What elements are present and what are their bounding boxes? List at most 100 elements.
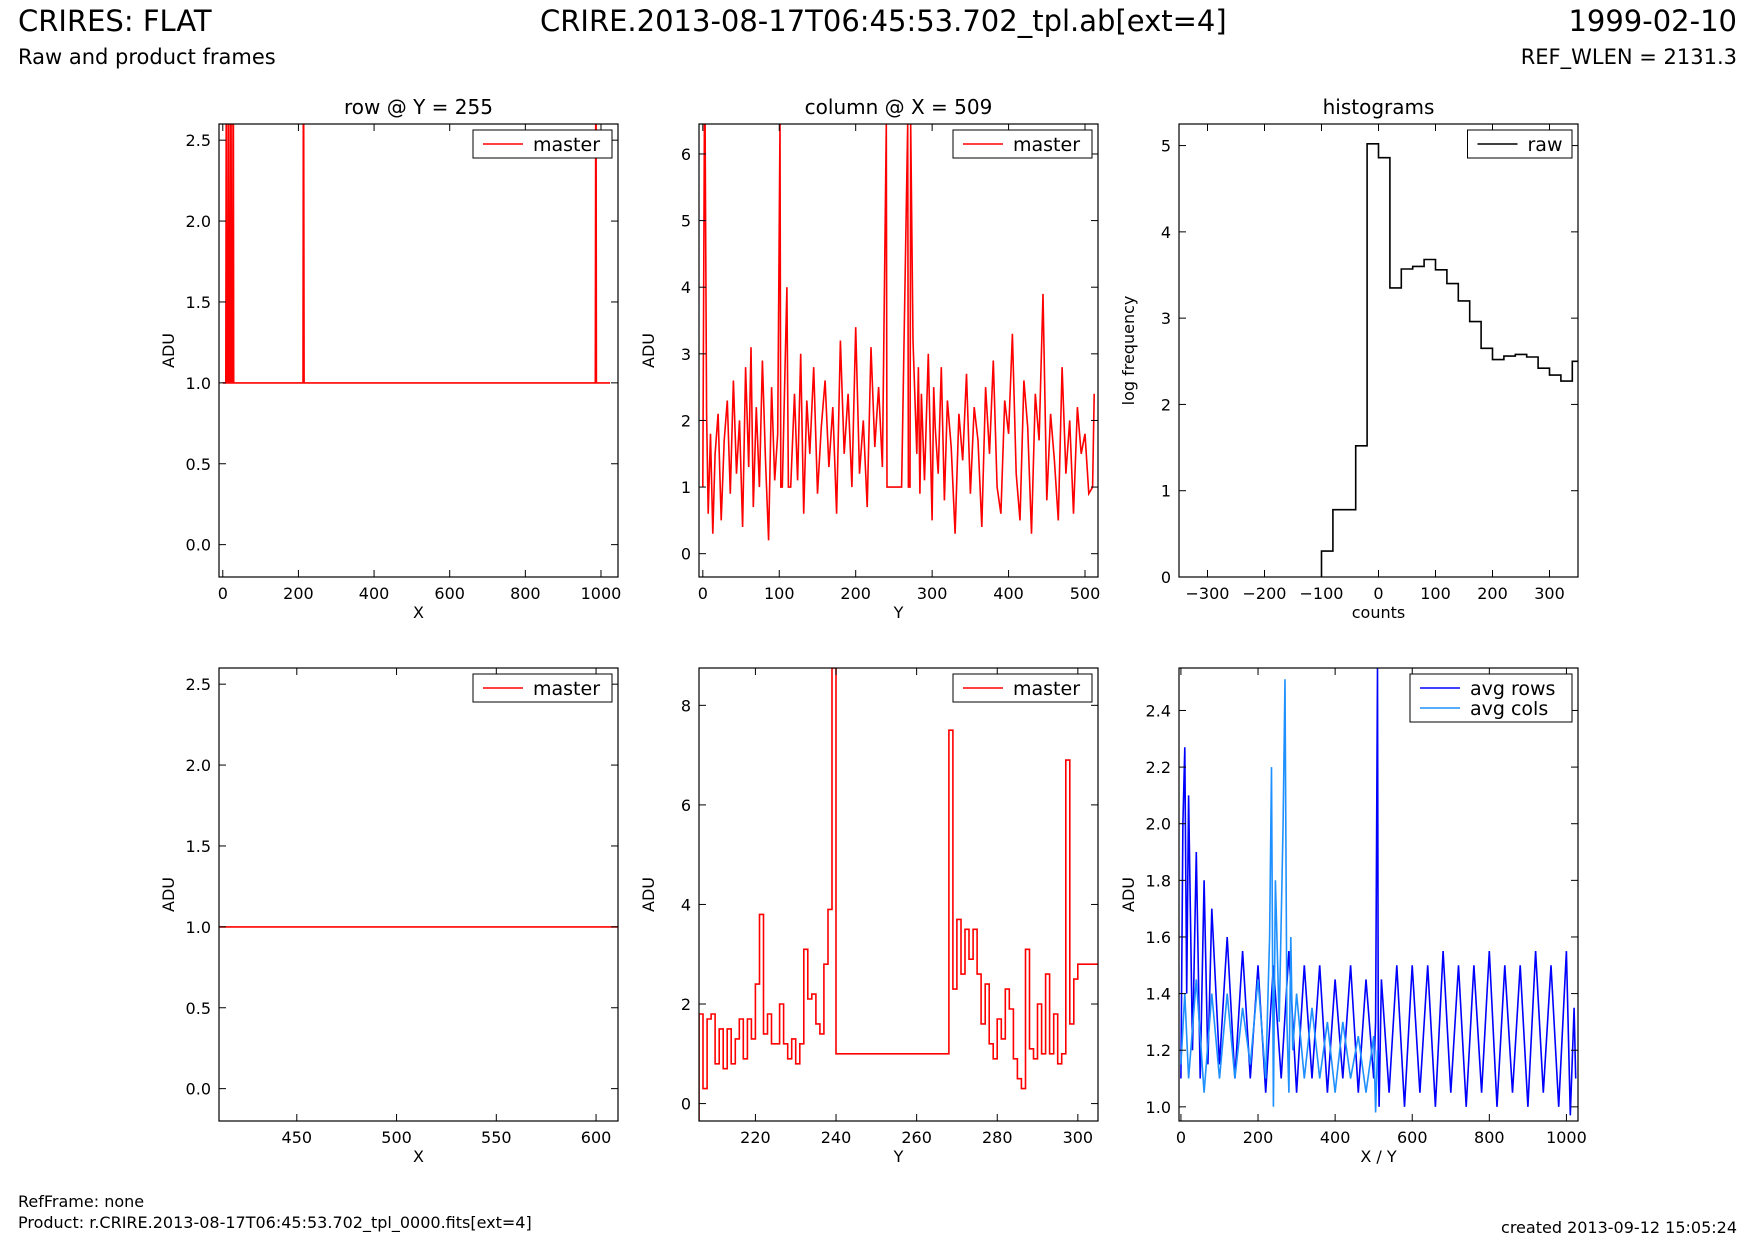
y-tick-label: 2.5: [186, 131, 211, 150]
y-axis-label: log frequency: [1119, 296, 1138, 406]
page-title: CRIRES: FLAT: [18, 4, 212, 38]
plot-frame: [1178, 123, 1579, 578]
y-tick-label: 1.6: [1146, 928, 1171, 947]
chart-histogram: −300 −200 −100 0 100 200 300 0 1 2 3 4 5 histograms co…: [1119, 95, 1579, 622]
y-tick-label: 2.4: [1146, 701, 1171, 720]
plot-frame: [698, 123, 1099, 578]
x-tick-label: 400: [993, 584, 1024, 603]
y-tick-label: 2: [681, 995, 691, 1014]
legend-label: master: [533, 678, 600, 700]
x-tick-label: 300: [1534, 584, 1565, 603]
y-tick-label: 1.5: [186, 837, 211, 856]
x-tick-label: 500: [1070, 584, 1101, 603]
y-tick-label: 4: [1161, 223, 1171, 242]
series-line-raw: [1320, 143, 1578, 577]
y-tick-label: 6: [681, 796, 691, 815]
y-tick-label: 1.4: [1146, 985, 1171, 1004]
file-title: CRIRE.2013-08-17T06:45:53.702_tpl.ab[ext…: [540, 4, 1227, 38]
legend-label: raw: [1528, 134, 1563, 156]
y-tick-label: 0: [681, 1095, 691, 1114]
plot-frame: [218, 123, 619, 578]
page-subtitle: Raw and product frames: [18, 45, 276, 69]
x-tick-label: 800: [510, 584, 541, 603]
legend-label: master: [533, 134, 600, 156]
chart-column-full: 0 100 200 300 400 500 0 1 2 3 4 5 6 column @ X = 509 Y…: [639, 95, 1100, 622]
x-tick-label: 100: [1420, 584, 1451, 603]
y-tick-label: 4: [681, 895, 691, 914]
y-tick-label: 6: [681, 145, 691, 164]
ref-wlen-label: REF_WLEN = 2131.3: [1520, 45, 1737, 69]
product-label: Product: r.CRIRE.2013-08-17T06:45:53.702…: [18, 1213, 532, 1232]
x-tick-label: 0: [1373, 584, 1383, 603]
x-tick-label: 220: [740, 1128, 771, 1147]
x-tick-label: 0: [698, 584, 708, 603]
y-axis-label: ADU: [159, 333, 178, 368]
y-tick-label: 2.0: [186, 756, 211, 775]
y-tick-label: 3: [1161, 309, 1171, 328]
y-tick-label: 2.2: [1146, 758, 1171, 777]
chart-title: histograms: [1323, 95, 1435, 119]
x-tick-label: −200: [1243, 584, 1287, 603]
y-tick-label: 1.0: [186, 374, 211, 393]
plot-frame: [218, 667, 619, 1122]
x-tick-label: 450: [282, 1128, 313, 1147]
y-tick-label: 1.8: [1146, 871, 1171, 890]
x-tick-label: −300: [1186, 584, 1230, 603]
x-tick-label: 500: [381, 1128, 412, 1147]
y-tick-label: 0.0: [186, 1080, 211, 1099]
refframe-label: RefFrame: none: [18, 1192, 145, 1211]
y-axis-label: ADU: [159, 877, 178, 912]
x-axis-label: Y: [893, 1147, 904, 1166]
x-tick-label: 1000: [1546, 1128, 1587, 1147]
x-tick-label: 260: [901, 1128, 932, 1147]
y-tick-label: 2.0: [186, 212, 211, 231]
y-tick-label: 0: [681, 545, 691, 564]
chart-row-zoom: 450 500 550 600 0.0 0.5 1.0 1.5 2.0 2.5 X ADU master: [159, 667, 619, 1166]
y-tick-label: 2: [1161, 395, 1171, 414]
x-tick-label: 1000: [581, 584, 622, 603]
y-tick-label: 1: [681, 478, 691, 497]
plot-frame: [1178, 667, 1579, 1122]
x-tick-label: 200: [283, 584, 314, 603]
legend-label: avg rows: [1470, 678, 1555, 700]
y-tick-label: 5: [1161, 137, 1171, 156]
plot-frame: [698, 667, 1099, 1122]
y-tick-label: 4: [681, 278, 691, 297]
series-line-master: [701, 124, 1095, 541]
chart-averages: 0 200 400 600 800 1000 1.0 1.2 1.4 1.6 1.8 2.0 2.2 2.…: [1119, 667, 1587, 1166]
y-tick-label: 2.5: [186, 675, 211, 694]
x-tick-label: 600: [1397, 1128, 1428, 1147]
y-tick-label: 0: [1161, 568, 1171, 587]
x-tick-label: 800: [1474, 1128, 1505, 1147]
x-tick-label: 0: [218, 584, 228, 603]
y-tick-label: 1.5: [186, 293, 211, 312]
y-axis-label: ADU: [639, 877, 658, 912]
y-tick-label: 1.2: [1146, 1041, 1171, 1060]
series-line-avg-rows: [1180, 668, 1577, 1116]
y-tick-label: 1.0: [1146, 1098, 1171, 1117]
chart-title: column @ X = 509: [805, 95, 993, 119]
x-tick-label: 300: [917, 584, 948, 603]
x-tick-label: 200: [840, 584, 871, 603]
x-tick-label: 400: [359, 584, 390, 603]
x-tick-label: 400: [1320, 1128, 1351, 1147]
y-tick-label: 1: [1161, 482, 1171, 501]
series-line-master: [222, 124, 611, 384]
series-line-master: [699, 668, 1098, 1121]
x-tick-label: 0: [1176, 1128, 1186, 1147]
x-tick-label: −100: [1300, 584, 1344, 603]
y-axis-label: ADU: [639, 333, 658, 368]
y-tick-label: 2: [681, 411, 691, 430]
x-tick-label: 280: [982, 1128, 1013, 1147]
y-tick-label: 0.5: [186, 455, 211, 474]
y-tick-label: 5: [681, 212, 691, 231]
chart-row-full: 0 200 400 600 800 1000 0.0 0.5 1.0 1.5 2.0 2.5 row @…: [159, 95, 621, 622]
x-tick-label: 240: [821, 1128, 852, 1147]
y-tick-label: 0.5: [186, 999, 211, 1018]
x-axis-label: Y: [893, 603, 904, 622]
x-tick-label: 200: [1243, 1128, 1274, 1147]
legend-label: avg cols: [1470, 698, 1548, 720]
legend-label: master: [1013, 678, 1080, 700]
chart-title: row @ Y = 255: [344, 95, 493, 119]
x-axis-label: X / Y: [1360, 1147, 1397, 1166]
